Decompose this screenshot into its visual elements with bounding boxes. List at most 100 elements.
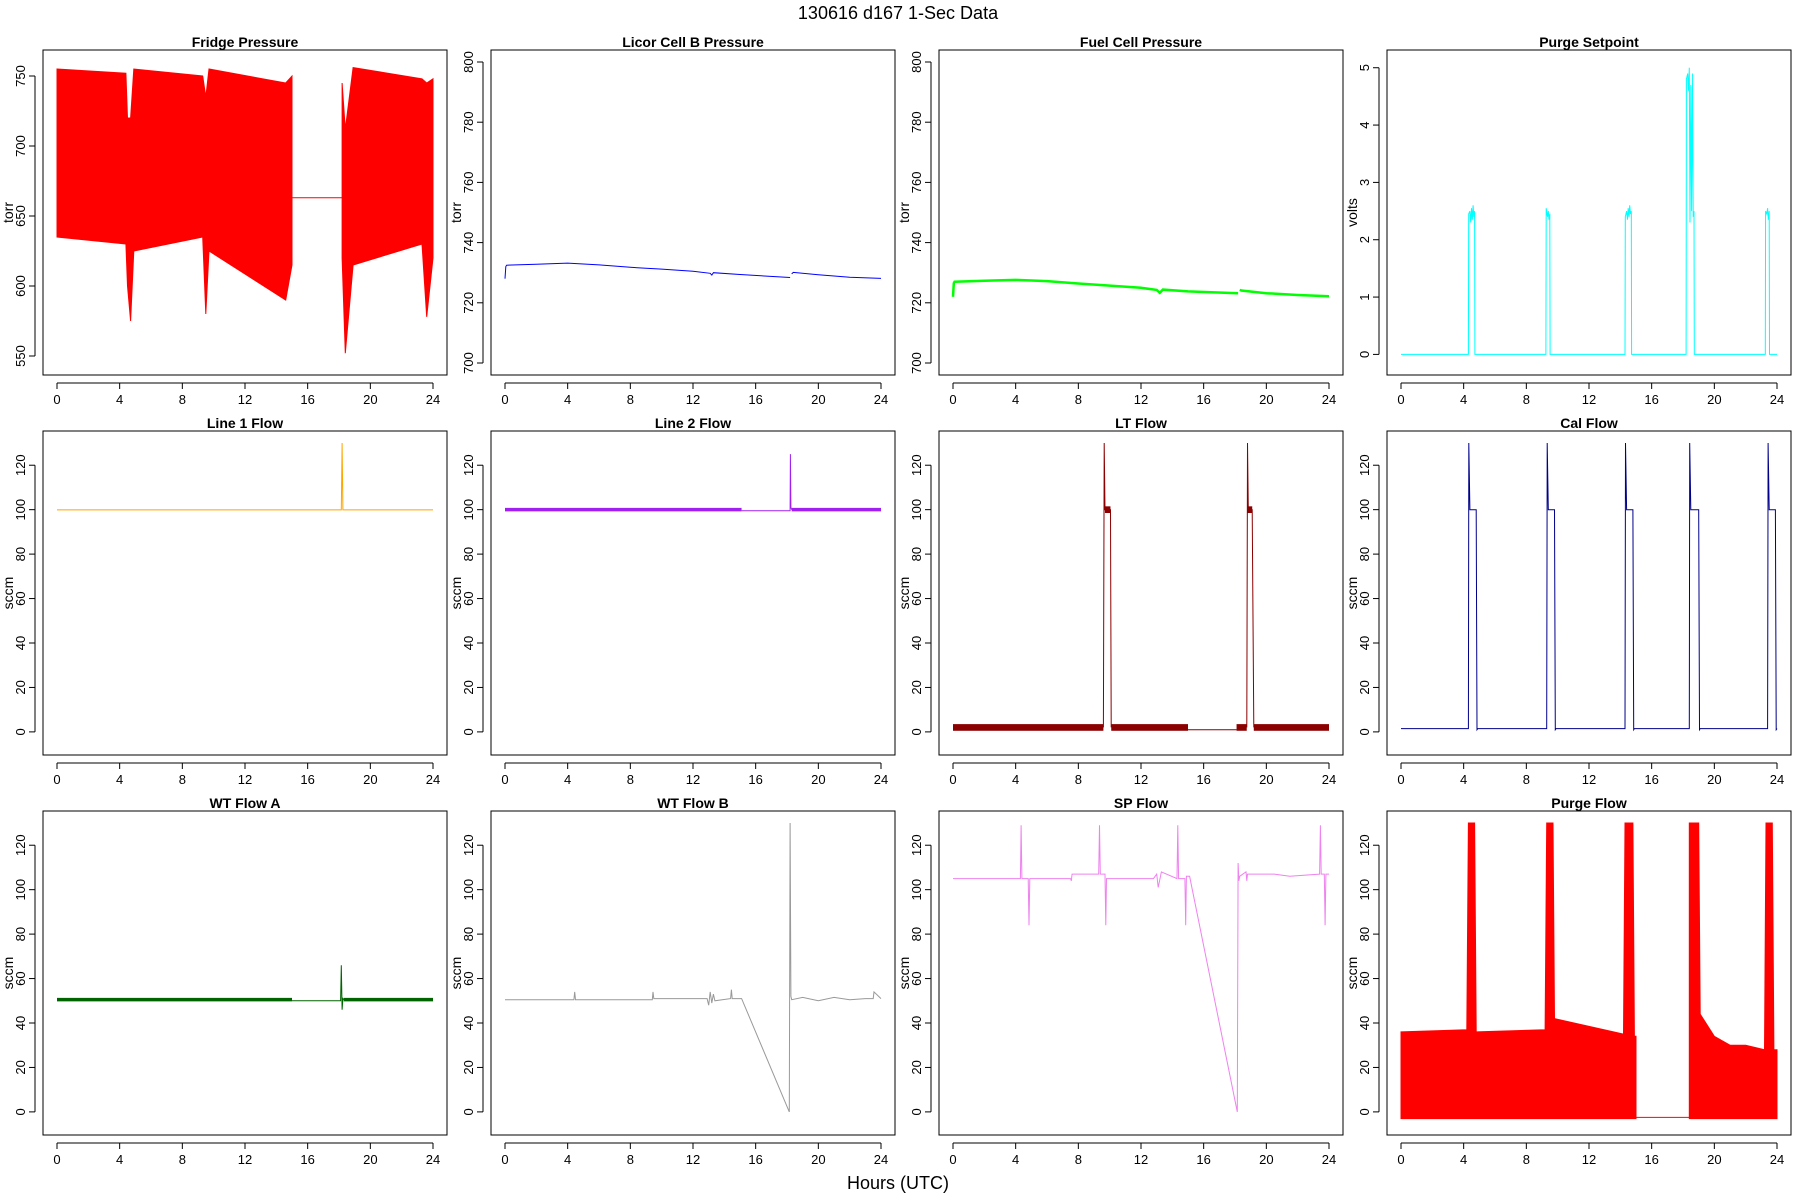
y-tick-label: 40 xyxy=(909,636,924,650)
plot-frame xyxy=(1386,810,1792,1136)
plot-frame xyxy=(938,430,1344,756)
x-tick-label: 20 xyxy=(1707,772,1721,787)
y-tick-label: 20 xyxy=(1357,680,1372,694)
x-tick-label: 8 xyxy=(179,392,186,407)
x-tick-label: 8 xyxy=(627,1152,634,1167)
chart-panel: LT Flow sccm 0 4 8 12 16 20 24 0 20 40 60 80 100 120 xyxy=(896,415,1344,787)
plot-frame xyxy=(1386,430,1792,756)
y-tick-label: 0 xyxy=(1357,1108,1372,1115)
y-tick-label: 5 xyxy=(1357,64,1372,71)
plot-frame xyxy=(490,810,896,1136)
common-x-axis-label: Hours (UTC) xyxy=(847,1173,949,1193)
series-band xyxy=(1688,822,1778,1120)
series-block xyxy=(953,724,1104,731)
x-tick-label: 20 xyxy=(811,772,825,787)
y-tick-label: 100 xyxy=(461,879,476,901)
plot-area xyxy=(505,822,882,1113)
x-tick-label: 20 xyxy=(1259,1152,1273,1167)
y-tick-label: 20 xyxy=(1357,1060,1372,1074)
chart-panel: Cal Flow sccm 0 4 8 12 16 20 24 0 20 40 60 80 100 120 xyxy=(1344,415,1792,787)
x-tick-label: 4 xyxy=(1012,772,1019,787)
y-tick-label: 120 xyxy=(461,454,476,476)
x-tick-label: 20 xyxy=(363,1152,377,1167)
y-tick-label: 120 xyxy=(1357,454,1372,476)
y-axis-label: sccm xyxy=(0,577,16,610)
x-tick-label: 12 xyxy=(238,772,252,787)
y-tick-label: 0 xyxy=(909,728,924,735)
x-tick-label: 4 xyxy=(116,1152,123,1167)
y-tick-label: 40 xyxy=(13,636,28,650)
x-tick-label: 4 xyxy=(564,392,571,407)
x-tick-label: 20 xyxy=(1707,392,1721,407)
plot-area xyxy=(951,278,1330,298)
x-tick-label: 12 xyxy=(686,1152,700,1167)
x-tick-label: 20 xyxy=(363,392,377,407)
chart-panel: SP Flow sccm 0 4 8 12 16 20 24 0 20 40 60 80 100 120 xyxy=(896,795,1344,1167)
series-line xyxy=(57,442,433,511)
series-line xyxy=(292,965,345,1010)
chart-panel: Line 2 Flow sccm 0 4 8 12 16 20 24 0 20 40 60 80 100 12… xyxy=(448,415,896,787)
y-tick-label: 1 xyxy=(1357,293,1372,300)
y-tick-label: 720 xyxy=(461,292,476,314)
y-tick-label: 0 xyxy=(909,1108,924,1115)
y-tick-label: 60 xyxy=(13,971,28,985)
x-tick-label: 20 xyxy=(1259,772,1273,787)
x-tick-label: 4 xyxy=(564,772,571,787)
chart-panel: WT Flow A sccm 0 4 8 12 16 20 24 0 20 40 60 80 100 120 xyxy=(0,795,448,1167)
y-tick-label: 80 xyxy=(909,927,924,941)
chart-panel: Licor Cell B Pressure torr 0 4 8 12 16 20 24 700 7… xyxy=(448,34,896,407)
panel-title: Cal Flow xyxy=(1560,415,1618,431)
x-tick-label: 4 xyxy=(1012,392,1019,407)
x-tick-label: 16 xyxy=(1644,392,1658,407)
x-tick-label: 16 xyxy=(748,772,762,787)
plot-frame xyxy=(490,430,896,756)
panel-title: WT Flow B xyxy=(657,795,729,811)
y-tick-label: 2 xyxy=(1357,236,1372,243)
y-tick-label: 0 xyxy=(461,728,476,735)
panel-title: SP Flow xyxy=(1114,795,1168,811)
x-tick-label: 16 xyxy=(1644,1152,1658,1167)
plot-frame xyxy=(42,810,448,1136)
x-tick-label: 24 xyxy=(1770,392,1784,407)
chart-panel: Line 1 Flow sccm 0 4 8 12 16 20 24 0 20 40 60 80 100 12… xyxy=(0,415,448,787)
y-axis-label: sccm xyxy=(0,957,16,990)
y-tick-label: 760 xyxy=(909,172,924,194)
y-tick-label: 100 xyxy=(461,499,476,521)
y-axis-label: torr xyxy=(0,202,16,223)
y-axis-label: sccm xyxy=(896,957,912,990)
panel-title: LT Flow xyxy=(1115,415,1167,431)
panel-title: WT Flow A xyxy=(209,795,280,811)
y-axis-label: sccm xyxy=(896,577,912,610)
plot-area xyxy=(504,262,882,279)
series-line xyxy=(953,825,1329,1112)
y-tick-label: 40 xyxy=(461,1016,476,1030)
x-tick-label: 4 xyxy=(1460,392,1467,407)
y-tick-label: 80 xyxy=(13,547,28,561)
y-axis-label: volts xyxy=(1344,198,1360,227)
x-tick-label: 24 xyxy=(426,1152,440,1167)
y-tick-label: 100 xyxy=(909,879,924,901)
y-tick-label: 3 xyxy=(1357,179,1372,186)
y-tick-label: 0 xyxy=(1357,351,1372,358)
series-band xyxy=(341,67,434,354)
x-tick-label: 0 xyxy=(1397,392,1404,407)
plot-area xyxy=(505,454,881,512)
x-tick-label: 12 xyxy=(1134,1152,1148,1167)
y-tick-label: 60 xyxy=(909,591,924,605)
x-tick-label: 12 xyxy=(1134,772,1148,787)
series-line xyxy=(741,454,793,512)
x-tick-label: 0 xyxy=(501,392,508,407)
y-tick-label: 120 xyxy=(909,454,924,476)
x-tick-label: 0 xyxy=(501,1152,508,1167)
series-line xyxy=(1246,442,1255,728)
y-tick-label: 0 xyxy=(13,728,28,735)
series-line xyxy=(504,262,791,279)
panel-title: Purge Flow xyxy=(1551,795,1627,811)
y-tick-label: 80 xyxy=(1357,547,1372,561)
y-tick-label: 20 xyxy=(13,1060,28,1074)
y-axis-label: sccm xyxy=(1344,577,1360,610)
x-tick-label: 24 xyxy=(874,772,888,787)
series-line xyxy=(791,271,882,279)
x-tick-label: 12 xyxy=(1134,392,1148,407)
x-tick-label: 24 xyxy=(426,392,440,407)
